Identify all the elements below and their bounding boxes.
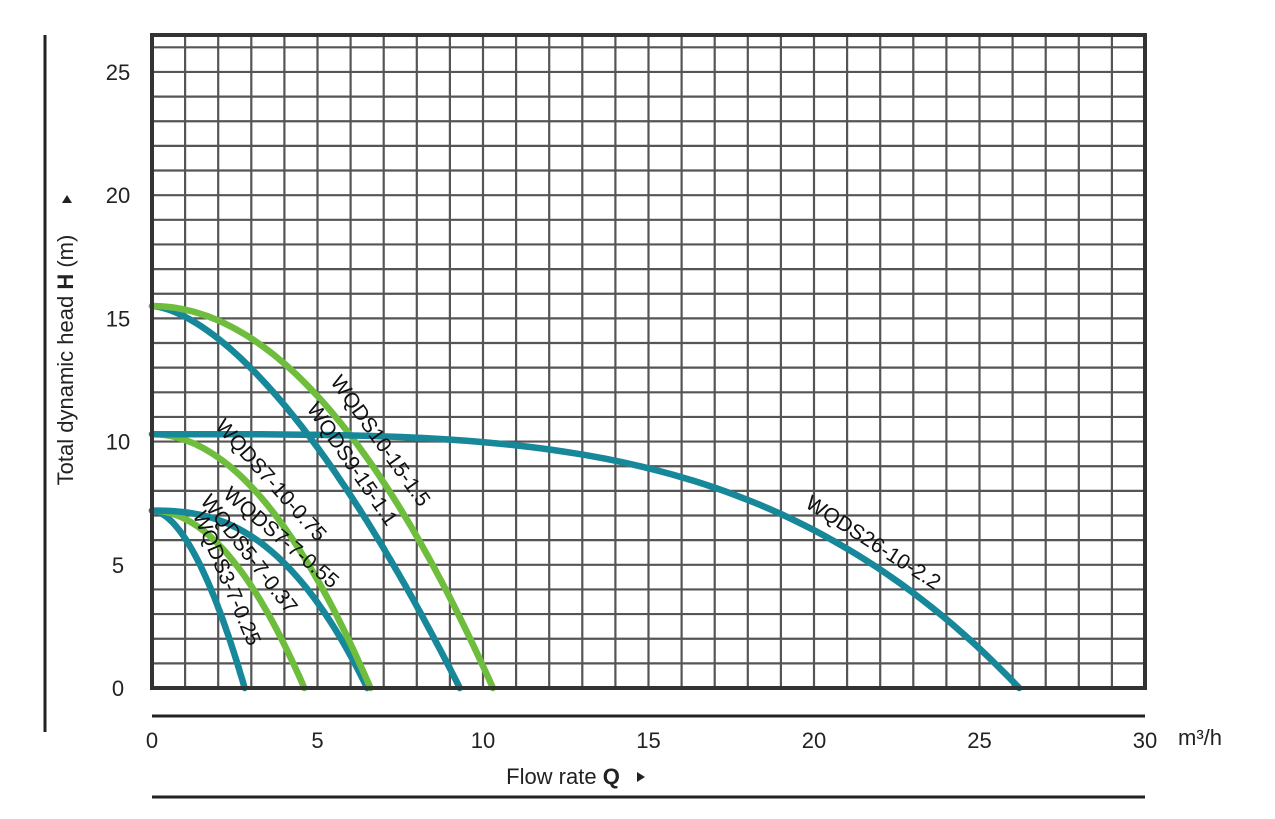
- y-tick-label: 20: [106, 183, 130, 208]
- y-tick-label: 15: [106, 306, 130, 331]
- curve-WQDS7-7-0.55: [148, 507, 371, 692]
- x-unit-label: m³/h: [1178, 725, 1222, 750]
- y-axis-title: Total dynamic head H (m): [53, 235, 78, 486]
- curve-WQDS3-7-0.25: [148, 507, 248, 692]
- curve-WQDS26-10-2.2: [148, 430, 1023, 692]
- x-tick-label: 5: [311, 728, 323, 753]
- y-tick-label: 0: [112, 676, 124, 701]
- x-tick-labels: 0 5 10 15 20 25 30: [146, 728, 1157, 753]
- x-tick-label: 30: [1133, 728, 1157, 753]
- x-axis-arrow-icon: [637, 772, 645, 782]
- y-tick-label: 25: [106, 60, 130, 85]
- curve-WQDS7-10-0.75: [148, 430, 374, 692]
- grid: [152, 35, 1145, 688]
- curve-WQDS5-7-0.37: [148, 507, 308, 692]
- curve-label-WQDS26-10-2.2: WQDS26-10-2.2: [801, 491, 944, 594]
- x-tick-label: 0: [146, 728, 158, 753]
- x-tick-label: 20: [802, 728, 826, 753]
- performance-curves: [148, 302, 1023, 692]
- y-tick-label: 5: [112, 553, 124, 578]
- y-tick-labels: 0 5 10 15 20 25: [106, 60, 130, 701]
- x-tick-label: 10: [471, 728, 495, 753]
- x-tick-label: 25: [967, 728, 991, 753]
- curve-WQDS10-15-1.5: [148, 302, 497, 692]
- x-axis-title: Flow rate Q: [506, 764, 620, 789]
- x-tick-label: 15: [636, 728, 660, 753]
- y-axis-arrow-icon: [62, 195, 72, 203]
- y-tick-label: 10: [106, 430, 130, 455]
- curve-labels: WQDS3-7-0.25WQDS5-7-0.37WQDS7-7-0.55WQDS…: [188, 371, 945, 649]
- plot-frame: [150, 33, 1147, 690]
